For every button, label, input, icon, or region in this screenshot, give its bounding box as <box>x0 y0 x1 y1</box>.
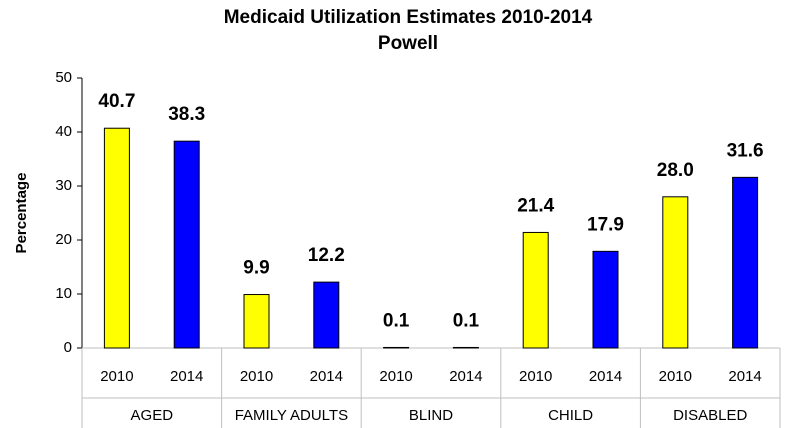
x-category-label: FAMILY ADULTS <box>235 407 348 424</box>
x-series-label: 2010 <box>659 368 692 385</box>
value-label: 0.1 <box>453 310 480 331</box>
x-series-label: 2014 <box>449 368 482 385</box>
value-label: 31.6 <box>727 140 764 161</box>
bar <box>173 140 200 349</box>
value-label: 40.7 <box>98 91 135 112</box>
bar <box>243 294 270 349</box>
value-label: 0.1 <box>383 310 410 331</box>
bar <box>732 176 759 349</box>
bar <box>522 231 549 349</box>
x-series-label: 2014 <box>728 368 761 385</box>
x-series-label: 2014 <box>310 368 343 385</box>
value-label: 38.3 <box>168 104 205 125</box>
bar <box>662 196 689 349</box>
x-category-label: CHILD <box>548 407 593 424</box>
value-label: 9.9 <box>243 258 269 279</box>
x-series-label: 2010 <box>240 368 273 385</box>
y-tick-label: 40 <box>55 123 72 140</box>
x-series-label: 2014 <box>589 368 622 385</box>
chart-subtitle: Powell <box>378 33 438 54</box>
value-label: 21.4 <box>517 195 554 216</box>
value-label: 28.0 <box>657 160 694 181</box>
y-tick-label: 50 <box>55 69 72 86</box>
y-tick-label: 30 <box>55 177 72 194</box>
value-label: 12.2 <box>308 245 345 266</box>
x-category-label: DISABLED <box>673 407 747 424</box>
y-tick-label: 10 <box>55 285 72 302</box>
y-tick-label: 0 <box>64 339 72 356</box>
x-category-label: BLIND <box>409 407 453 424</box>
bar <box>103 127 130 349</box>
x-series-label: 2010 <box>100 368 133 385</box>
y-axis-label: Percentage <box>13 173 30 254</box>
value-label: 17.9 <box>587 214 624 235</box>
bar <box>313 281 340 349</box>
bar <box>592 250 619 349</box>
y-tick-label: 20 <box>55 231 72 248</box>
x-category-label: AGED <box>131 407 174 424</box>
chart-title: Medicaid Utilization Estimates 2010-2014 <box>224 7 593 28</box>
x-series-label: 2010 <box>519 368 552 385</box>
bar <box>452 346 479 349</box>
x-series-label: 2014 <box>170 368 203 385</box>
x-series-label: 2010 <box>379 368 412 385</box>
bar <box>383 346 410 349</box>
